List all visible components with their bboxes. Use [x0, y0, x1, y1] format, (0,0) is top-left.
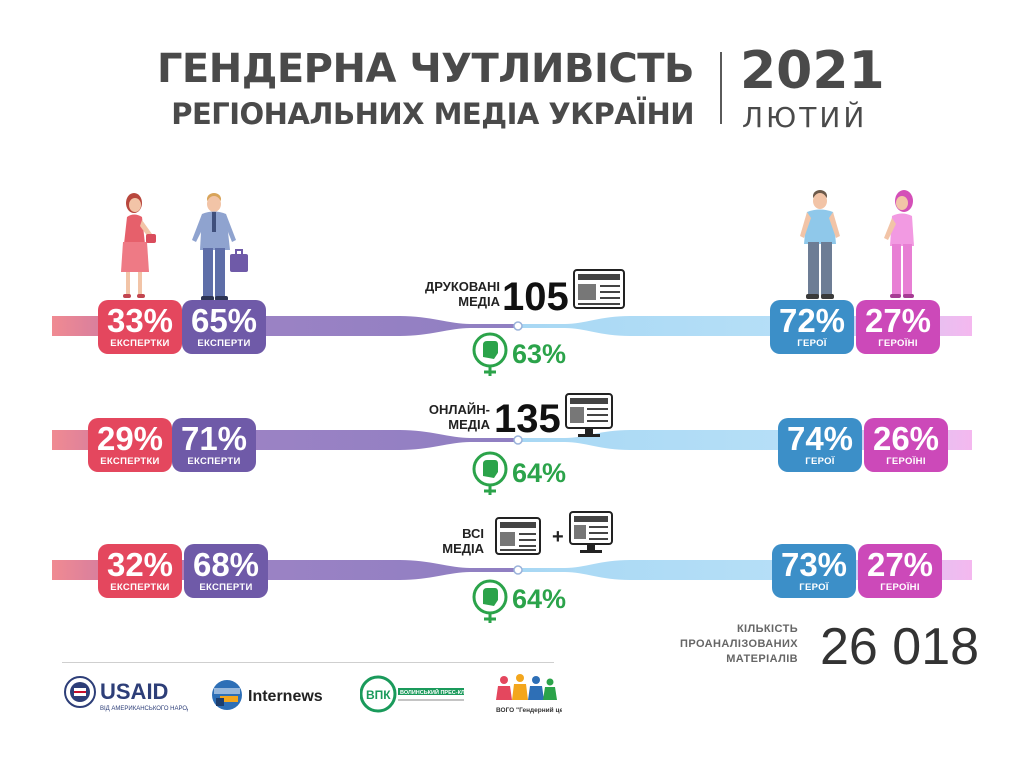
experts-male-label: ЕКСПЕРТИ — [197, 338, 251, 349]
media-count: 105 — [502, 275, 569, 319]
feminitives-badge-icon — [472, 579, 508, 623]
svg-text:ВОЛИНСЬКИЙ ПРЕС-КЛУБ: ВОЛИНСЬКИЙ ПРЕС-КЛУБ — [400, 688, 470, 696]
experts-male-percent: 68% — [192, 546, 260, 583]
total-label-line2: ПРОАНАЛІЗОВАНИХ — [680, 638, 798, 650]
heroes-female-box: 27% ГЕРОЇНІ — [856, 300, 940, 354]
heroes-female-label: ГЕРОЇНІ — [880, 582, 920, 593]
media-type-label: ОНЛАЙН- МЕДІА — [390, 402, 490, 432]
footer-divider — [62, 662, 554, 663]
experts-male-box: 71% ЕКСПЕРТИ — [172, 418, 256, 472]
total-label-line3: МАТЕРІАЛІВ — [726, 653, 798, 665]
man-expert-figure-icon — [192, 193, 248, 301]
heroes-female-label: ГЕРОЇНІ — [886, 456, 926, 467]
newspaper-icon — [495, 517, 541, 555]
experts-female-label: ЕКСПЕРТКИ — [110, 338, 170, 349]
heroes-female-percent: 27% — [866, 546, 934, 583]
experts-female-percent: 33% — [106, 302, 174, 339]
newspaper-icon — [573, 269, 625, 309]
feminitives-percent: 64% — [512, 458, 567, 488]
feminitives-badge-icon — [472, 332, 508, 376]
media-type-label-line2: МЕДІА — [458, 294, 500, 309]
heroes-male-box: 72% ГЕРОЇ — [770, 300, 854, 354]
experts-male-box: 68% ЕКСПЕРТИ — [184, 544, 268, 598]
media-type-label-line2: МЕДІА — [442, 541, 484, 556]
header-divider — [720, 52, 722, 124]
experts-female-percent: 29% — [96, 420, 164, 457]
media-count: 135 — [494, 397, 561, 441]
heroes-male-label: ГЕРОЇ — [797, 338, 827, 349]
svg-text:ВІД АМЕРИКАНСЬКОГО НАРОДУ: ВІД АМЕРИКАНСЬКОГО НАРОДУ — [100, 706, 188, 712]
svg-text:Internews: Internews — [248, 688, 323, 705]
heroes-female-percent: 27% — [864, 302, 932, 339]
heroes-male-percent: 74% — [786, 420, 854, 457]
experts-female-label: ЕКСПЕРТКИ — [110, 582, 170, 593]
experts-female-percent: 32% — [106, 546, 174, 583]
monitor-icon — [565, 393, 613, 437]
heroes-male-label: ГЕРОЇ — [799, 582, 829, 593]
svg-text:ВОГО "Гендерний центр": ВОГО "Гендерний центр" — [496, 706, 562, 714]
man-hero-figure-icon — [800, 190, 840, 299]
vpk-logo: ВПК ВОЛИНСЬКИЙ ПРЕС-КЛУБ — [360, 675, 470, 713]
experts-male-label: ЕКСПЕРТИ — [187, 456, 241, 467]
media-type-label-line1: ВСІ — [462, 526, 484, 541]
heroes-female-label: ГЕРОЇНІ — [878, 338, 918, 349]
flow-node — [513, 435, 523, 445]
heroes-male-box: 74% ГЕРОЇ — [778, 418, 862, 472]
heroes-male-label: ГЕРОЇ — [805, 456, 835, 467]
media-type-label: ВСІ МЕДІА — [420, 526, 484, 556]
media-type-label-line1: ОНЛАЙН- — [428, 402, 490, 417]
flow-node — [513, 565, 523, 575]
year: 2021 — [740, 41, 885, 101]
total-label-line1: КІЛЬКІСТЬ — [736, 623, 798, 635]
woman-expert-figure-icon — [121, 193, 156, 298]
woman-hero-figure-icon — [884, 190, 914, 298]
svg-text:USAID: USAID — [100, 679, 168, 704]
experts-female-box: 33% ЕКСПЕРТКИ — [98, 300, 182, 354]
experts-female-box: 32% ЕКСПЕРТКИ — [98, 544, 182, 598]
heroes-male-box: 73% ГЕРОЇ — [772, 544, 856, 598]
experts-male-percent: 71% — [180, 420, 248, 457]
media-type-label-line1: ДРУКОВАНІ — [424, 279, 500, 294]
flow-node — [513, 321, 523, 331]
experts-female-box: 29% ЕКСПЕРТКИ — [88, 418, 172, 472]
title-line-2: РЕГІОНАЛЬНИХ МЕДІА УКРАЇНИ — [171, 97, 694, 131]
svg-text:ВПК: ВПК — [366, 688, 391, 702]
internews-logo: Internews — [212, 680, 323, 710]
heroes-female-box: 27% ГЕРОЇНІ — [858, 544, 942, 598]
feminitives-percent: 64% — [512, 584, 567, 614]
monitor-icon — [569, 511, 613, 553]
experts-male-percent: 65% — [190, 302, 258, 339]
experts-male-box: 65% ЕКСПЕРТИ — [182, 300, 266, 354]
total-value: 26 018 — [820, 618, 980, 676]
gender-center-logo: ВОГО "Гендерний центр" — [496, 674, 562, 714]
heroes-male-percent: 73% — [780, 546, 848, 583]
feminitives-badge-icon — [472, 451, 508, 495]
title-line-1: ГЕНДЕРНА ЧУТЛИВІСТЬ — [156, 46, 695, 92]
usaid-logo: USAID ВІД АМЕРИКАНСЬКОГО НАРОДУ — [64, 676, 188, 712]
media-type-label-line2: МЕДІА — [448, 417, 490, 432]
experts-male-label: ЕКСПЕРТИ — [199, 582, 253, 593]
month: ЛЮТИЙ — [742, 101, 868, 134]
experts-female-label: ЕКСПЕРТКИ — [100, 456, 160, 467]
heroes-female-percent: 26% — [872, 420, 940, 457]
feminitives-percent: 63% — [512, 339, 567, 369]
total-label: КІЛЬКІСТЬ ПРОАНАЛІЗОВАНИХ МАТЕРІАЛІВ — [672, 622, 798, 667]
plus-sign: + — [552, 526, 564, 548]
heroes-female-box: 26% ГЕРОЇНІ — [864, 418, 948, 472]
heroes-male-percent: 72% — [778, 302, 846, 339]
media-type-label: ДРУКОВАНІ МЕДІА — [388, 279, 500, 309]
